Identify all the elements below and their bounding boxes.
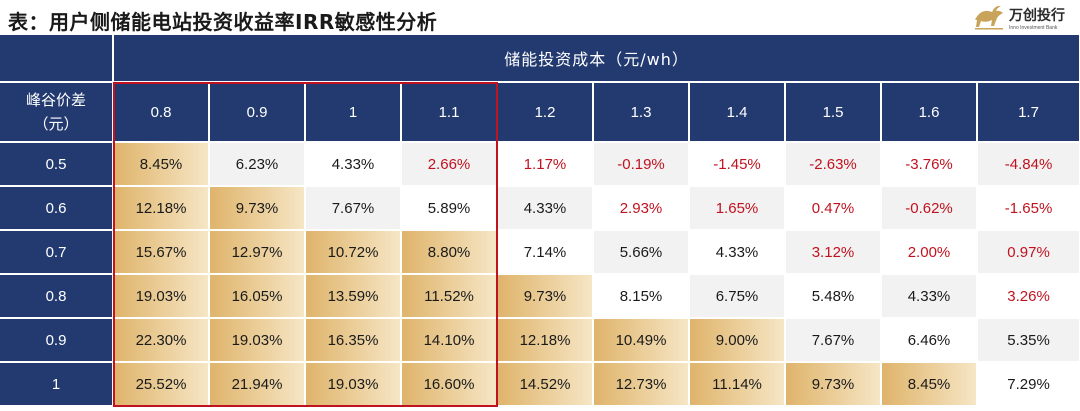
row-group-header-line1: 峰谷价差 (25, 91, 86, 109)
bull-logo-icon (975, 5, 1003, 30)
irr-cell: -4.84% (977, 142, 1080, 187)
irr-cell: 2.00% (881, 230, 978, 275)
irr-cell: -1.45% (689, 142, 786, 187)
irr-cell: 10.72% (305, 230, 402, 275)
irr-cell: 8.15% (593, 274, 690, 319)
irr-cell: -1.65% (977, 186, 1080, 231)
irr-cell: 4.33% (881, 274, 978, 319)
irr-cell: 1.65% (689, 186, 786, 231)
irr-cell: 19.03% (209, 318, 306, 363)
irr-cell: 16.05% (209, 274, 306, 319)
table-row: 1 25.52% 21.94% 19.03% 16.60% 14.52% 12.73% 11.… (0, 362, 1080, 407)
irr-cell: 21.94% (209, 362, 306, 407)
irr-cell: 7.14% (497, 230, 594, 275)
irr-cell: 7.67% (785, 318, 882, 363)
row-header: 0.8 (0, 274, 114, 319)
irr-cell: 9.73% (785, 362, 882, 407)
table-row: 0.8 19.03% 16.05% 13.59% 11.52% 9.73% 8.15% 6.7… (0, 274, 1080, 319)
irr-cell: 9.73% (497, 274, 594, 319)
irr-cell: 4.33% (689, 230, 786, 275)
irr-cell: 8.80% (401, 230, 498, 275)
column-header: 1.7 (977, 82, 1080, 143)
irr-cell: 3.26% (977, 274, 1080, 319)
irr-cell: 8.45% (881, 362, 978, 407)
irr-cell: 2.66% (401, 142, 498, 187)
company-logo: 万创投行 Inno Investment Bank (972, 2, 1072, 36)
irr-cell: 14.52% (497, 362, 594, 407)
irr-cell: -2.63% (785, 142, 882, 187)
irr-cell: 1.17% (497, 142, 594, 187)
irr-cell: 16.60% (401, 362, 498, 407)
column-header: 1.3 (593, 82, 690, 143)
irr-cell: 5.48% (785, 274, 882, 319)
column-header: 1.5 (785, 82, 882, 143)
row-header: 0.9 (0, 318, 114, 363)
irr-cell: 19.03% (113, 274, 210, 319)
irr-cell: 15.67% (113, 230, 210, 275)
corner-cell (0, 35, 114, 83)
column-header: 1.2 (497, 82, 594, 143)
irr-cell: 7.67% (305, 186, 402, 231)
irr-cell: 12.73% (593, 362, 690, 407)
irr-cell: 16.35% (305, 318, 402, 363)
irr-cell: 12.18% (497, 318, 594, 363)
row-header: 0.6 (0, 186, 114, 231)
irr-cell: 9.73% (209, 186, 306, 231)
column-header: 1.1 (401, 82, 498, 143)
column-header: 1 (305, 82, 402, 143)
irr-cell: 7.29% (977, 362, 1080, 407)
irr-cell: 3.12% (785, 230, 882, 275)
logo-tagline: Inno Investment Bank (1009, 25, 1058, 31)
irr-cell: 0.47% (785, 186, 882, 231)
table-row: 0.9 22.30% 19.03% 16.35% 14.10% 12.18% 10.49% 9… (0, 318, 1080, 363)
irr-cell: 14.10% (401, 318, 498, 363)
irr-cell: 6.23% (209, 142, 306, 187)
column-header: 1.4 (689, 82, 786, 143)
table-row: 0.6 12.18% 9.73% 7.67% 5.89% 4.33% 2.93% 1.65% 0… (0, 186, 1080, 231)
irr-cell: 19.03% (305, 362, 402, 407)
irr-cell: 12.97% (209, 230, 306, 275)
irr-cell: 11.52% (401, 274, 498, 319)
irr-cell: 0.97% (977, 230, 1080, 275)
row-header: 1 (0, 362, 114, 407)
irr-cell: 5.89% (401, 186, 498, 231)
table-row: 0.7 15.67% 12.97% 10.72% 8.80% 7.14% 5.66% 4.33… (0, 230, 1080, 275)
irr-cell: 11.14% (689, 362, 786, 407)
irr-cell: 4.33% (497, 186, 594, 231)
irr-cell: 5.35% (977, 318, 1080, 363)
irr-cell: 22.30% (113, 318, 210, 363)
irr-cell: 10.49% (593, 318, 690, 363)
column-header: 0.9 (209, 82, 306, 143)
table-row: 0.5 8.45% 6.23% 4.33% 2.66% 1.17% -0.19% -1.45%… (0, 142, 1080, 187)
irr-cell: 13.59% (305, 274, 402, 319)
irr-sensitivity-table: 储能投资成本（元/wh） 峰谷价差 （元） 0.8 0.9 1 1.1 1.2 1.3 1.… (0, 35, 1080, 407)
irr-cell: 6.46% (881, 318, 978, 363)
irr-cell: -3.76% (881, 142, 978, 187)
column-header: 0.8 (113, 82, 210, 143)
row-header: 0.7 (0, 230, 114, 275)
irr-cell: 4.33% (305, 142, 402, 187)
page-title: 表：用户侧储能电站投资收益率IRR敏感性分析 (8, 10, 438, 34)
logo-name: 万创投行 (1009, 8, 1065, 24)
irr-cell: 9.00% (689, 318, 786, 363)
row-header: 0.5 (0, 142, 114, 187)
irr-cell: 8.45% (113, 142, 210, 187)
irr-cell: 12.18% (113, 186, 210, 231)
column-group-title: 储能投资成本（元/wh） (113, 35, 1080, 83)
irr-cell: 5.66% (593, 230, 690, 275)
irr-cell: 2.93% (593, 186, 690, 231)
row-group-header-line2: （元） (33, 115, 79, 133)
irr-cell: -0.19% (593, 142, 690, 187)
irr-cell: 6.75% (689, 274, 786, 319)
irr-cell: -0.62% (881, 186, 978, 231)
column-header: 1.6 (881, 82, 978, 143)
irr-cell: 25.52% (113, 362, 210, 407)
row-group-header: 峰谷价差 （元） (0, 82, 114, 143)
